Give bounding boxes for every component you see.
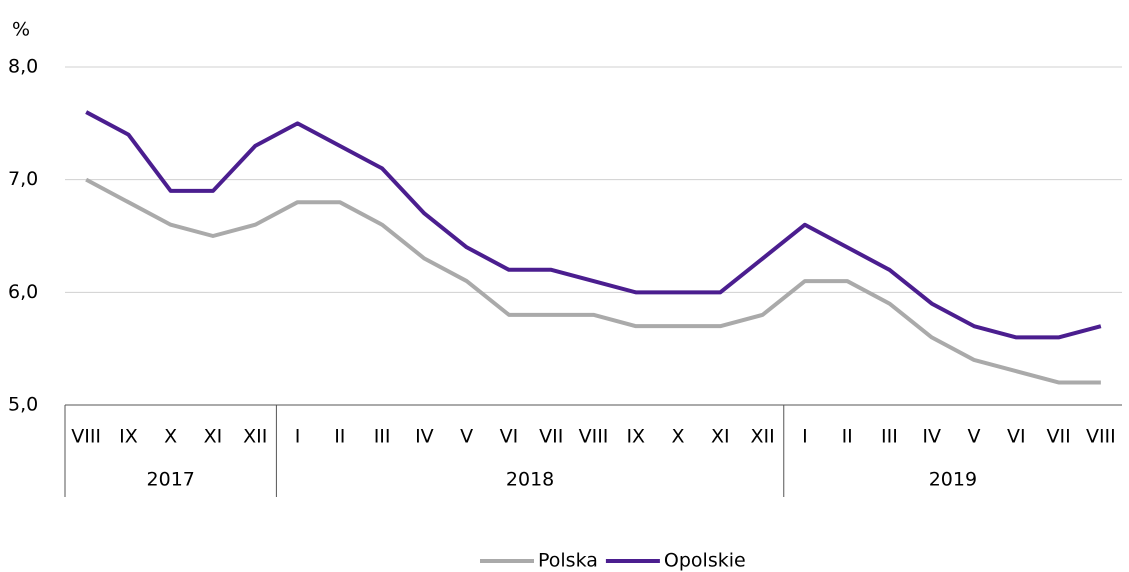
x-tick-label: VII	[1046, 426, 1070, 448]
x-tick-label: IX	[119, 426, 138, 448]
x-tick-label: II	[334, 426, 345, 448]
y-tick-label: 5,0	[8, 394, 38, 416]
x-tick-label: VII	[539, 426, 563, 448]
x-tick-label: IX	[626, 426, 645, 448]
x-tick-label: VIII	[71, 426, 101, 448]
x-tick-label: XI	[204, 426, 223, 448]
x-tick-label: V	[968, 426, 981, 448]
x-tick-label: I	[802, 426, 808, 448]
x-tick-label: XII	[243, 426, 267, 448]
x-tick-label: II	[842, 426, 853, 448]
x-tick-label: III	[881, 426, 898, 448]
x-tick-label: I	[295, 426, 301, 448]
year-label: 2018	[506, 469, 554, 491]
x-tick-label: VI	[500, 426, 519, 448]
x-tick-label: IV	[922, 426, 941, 448]
x-tick-label: VI	[1007, 426, 1026, 448]
y-tick-label: 6,0	[8, 281, 38, 303]
legend-label: Opolskie	[664, 550, 746, 572]
x-tick-label: III	[374, 426, 391, 448]
year-label: 2019	[929, 469, 977, 491]
x-tick-label: XII	[751, 426, 775, 448]
y-unit: %	[12, 19, 30, 41]
x-tick-label: XI	[711, 426, 730, 448]
y-tick-label: 7,0	[8, 168, 38, 190]
series-line	[85, 110, 1102, 340]
x-tick-label: X	[672, 426, 685, 448]
x-tick-label: X	[164, 426, 177, 448]
x-tick-label: V	[460, 426, 473, 448]
y-tick-label: 8,0	[8, 56, 38, 78]
x-tick-label: VIII	[1086, 426, 1116, 448]
x-tick-label: IV	[415, 426, 434, 448]
legend-label: Polska	[538, 550, 598, 572]
year-label: 2017	[147, 469, 195, 491]
x-tick-label: VIII	[579, 426, 609, 448]
series-line	[85, 177, 1101, 385]
